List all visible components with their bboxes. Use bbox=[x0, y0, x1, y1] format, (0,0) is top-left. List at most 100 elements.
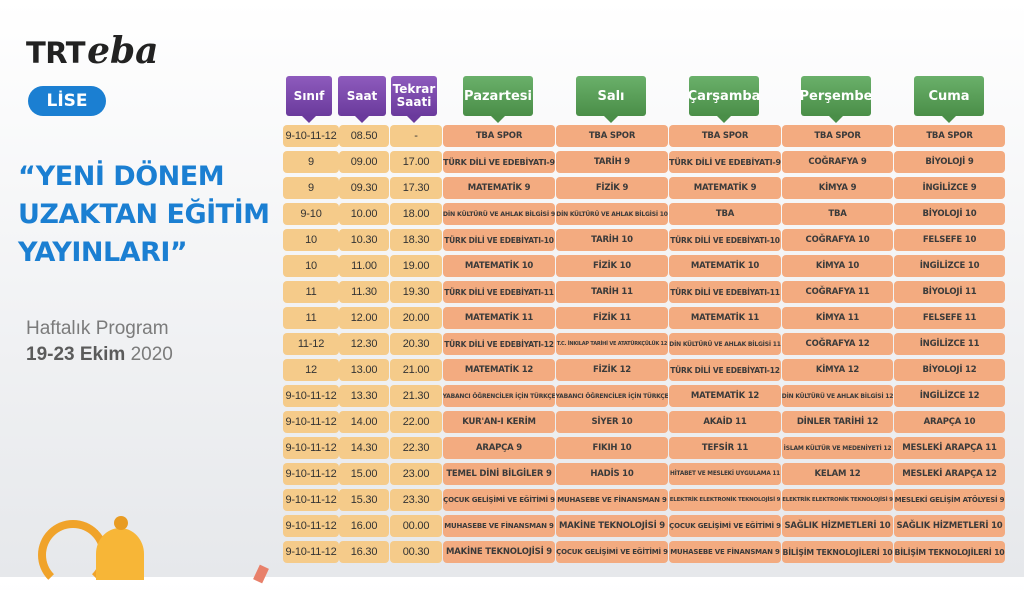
cell-saat: 11.30 bbox=[339, 281, 389, 303]
cell-cuma: BİYOLOJİ 11 bbox=[894, 281, 1005, 303]
cell-tekrar: 22.00 bbox=[390, 411, 442, 433]
cell-sali: T.C. İNKILAP TARİHİ VE ATATÜRKÇÜLÜK 12 bbox=[556, 333, 668, 355]
cell-sali: FIKIH 10 bbox=[556, 437, 668, 459]
cell-saat: 13.30 bbox=[339, 385, 389, 407]
cell-persembe: TBA SPOR bbox=[782, 125, 893, 147]
cell-saat: 12.30 bbox=[339, 333, 389, 355]
cell-sinif: 11 bbox=[283, 307, 339, 329]
column-header-sali: Salı bbox=[576, 76, 646, 123]
cell-saat: 09.30 bbox=[339, 177, 389, 199]
column-header-tekrar-line-2: Saati bbox=[396, 95, 432, 109]
cell-carsamba: TÜRK DİLİ VE EDEBİYATI-11 bbox=[669, 281, 781, 303]
column-header-cuma: Cuma bbox=[914, 76, 984, 123]
cell-carsamba: TÜRK DİLİ VE EDEBİYATI-12 bbox=[669, 359, 781, 381]
cell-sinif: 10 bbox=[283, 255, 339, 277]
cell-saat: 14.30 bbox=[339, 437, 389, 459]
headline-line-1: “YENİ DÖNEM bbox=[18, 161, 225, 192]
cell-pazartesi: MATEMATİK 10 bbox=[443, 255, 555, 277]
cell-sinif: 9-10-11-12 bbox=[283, 437, 339, 459]
cell-persembe: ELEKTRİK ELEKTRONİK TEKNOLOJİSİ 9 bbox=[782, 489, 893, 511]
cell-pazartesi: TBA SPOR bbox=[443, 125, 555, 147]
cell-pazartesi: YABANCI ÖĞRENCİLER İÇİN TÜRKÇE bbox=[443, 385, 555, 407]
cell-persembe: BİLİŞİM TEKNOLOJİLERİ 10 bbox=[782, 541, 893, 563]
cell-sinif: 11-12 bbox=[283, 333, 339, 355]
cell-pazartesi: MUHASEBE VE FİNANSMAN 9 bbox=[443, 515, 555, 537]
cell-sinif: 10 bbox=[283, 229, 339, 251]
cell-carsamba: TÜRK DİLİ VE EDEBİYATI-10 bbox=[669, 229, 781, 251]
cell-saat: 10.00 bbox=[339, 203, 389, 225]
column-header-persembe: Perşembe bbox=[800, 76, 873, 123]
cell-pazartesi: TÜRK DİLİ VE EDEBİYATI-12 bbox=[443, 333, 555, 355]
cell-saat: 12.00 bbox=[339, 307, 389, 329]
table-row: 11 11.30 19.30 TÜRK DİLİ VE EDEBİYATI-11 TAR… bbox=[0, 281, 1024, 303]
decorative-illustration-knob bbox=[114, 516, 128, 530]
cell-saat: 11.00 bbox=[339, 255, 389, 277]
cell-carsamba: TBA SPOR bbox=[669, 125, 781, 147]
cell-pazartesi: TÜRK DİLİ VE EDEBİYATI-10 bbox=[443, 229, 555, 251]
cell-pazartesi: MATEMATİK 11 bbox=[443, 307, 555, 329]
cell-carsamba: AKAİD 11 bbox=[669, 411, 781, 433]
logo-eba-text: eba bbox=[87, 30, 159, 72]
cell-sinif: 9-10-11-12 bbox=[283, 541, 339, 563]
cell-sali: FİZİK 9 bbox=[556, 177, 668, 199]
cell-sali: TARİH 11 bbox=[556, 281, 668, 303]
cell-saat: 14.00 bbox=[339, 411, 389, 433]
cell-persembe: KİMYA 12 bbox=[782, 359, 893, 381]
table-row: 9-10-11-12 15.00 23.00 TEMEL DİNİ BİLGİLER … bbox=[0, 463, 1024, 485]
table-row: 10 11.00 19.00 MATEMATİK 10 FİZİK 10 MATEMATİ… bbox=[0, 255, 1024, 277]
cell-cuma: FELSEFE 11 bbox=[894, 307, 1005, 329]
cell-cuma: BİLİŞİM TEKNOLOJİLERİ 10 bbox=[894, 541, 1005, 563]
table-row: 11-12 12.30 20.30 TÜRK DİLİ VE EDEBİYATI-12… bbox=[0, 333, 1024, 355]
cell-persembe: KİMYA 10 bbox=[782, 255, 893, 277]
cell-sinif: 9-10-11-12 bbox=[283, 385, 339, 407]
cell-cuma: İNGİLİZCE 11 bbox=[894, 333, 1005, 355]
cell-sali: FİZİK 10 bbox=[556, 255, 668, 277]
cell-tekrar: 00.30 bbox=[390, 541, 442, 563]
cell-tekrar: - bbox=[390, 125, 442, 147]
cell-saat: 15.30 bbox=[339, 489, 389, 511]
cell-sinif: 9 bbox=[283, 177, 339, 199]
table-row: 9-10-11-12 08.50- TBA SPOR TBA SPOR TBA SPOR… bbox=[0, 125, 1024, 147]
cell-sinif: 9-10 bbox=[283, 203, 339, 225]
cell-saat: 15.00 bbox=[339, 463, 389, 485]
cell-cuma: BİYOLOJİ 9 bbox=[894, 151, 1005, 173]
cell-tekrar: 00.00 bbox=[390, 515, 442, 537]
decorative-pencil bbox=[253, 564, 269, 584]
table-row: 9-10-11-12 16.00 00.00 MUHASEBE VE FİNANSMA… bbox=[0, 515, 1024, 537]
cell-sali: TARİH 10 bbox=[556, 229, 668, 251]
cell-pazartesi: TÜRK DİLİ VE EDEBİYATI-9 bbox=[443, 151, 555, 173]
column-header-carsamba: Çarşamba bbox=[688, 76, 760, 123]
cell-cuma: BİYOLOJİ 10 bbox=[894, 203, 1005, 225]
cell-carsamba: TÜRK DİLİ VE EDEBİYATI-9 bbox=[669, 151, 781, 173]
table-row: 9-10-11-12 16.30 00.30 MAKİNE TEKNOLOJİSİ 9… bbox=[0, 541, 1024, 563]
cell-tekrar: 17.30 bbox=[390, 177, 442, 199]
level-badge: LİSE bbox=[28, 86, 106, 116]
cell-persembe: KELAM 12 bbox=[782, 463, 893, 485]
column-header-sinif: Sınıf bbox=[286, 76, 332, 123]
cell-cuma: MESLEKİ ARAPÇA 12 bbox=[894, 463, 1005, 485]
cell-pazartesi: MATEMATİK 12 bbox=[443, 359, 555, 381]
table-row: 9-10-11-12 14.00 22.00 KUR'AN-I KERİM SİYER … bbox=[0, 411, 1024, 433]
cell-persembe: COĞRAFYA 11 bbox=[782, 281, 893, 303]
table-row: 9-10 10.00 18.00 DİN KÜLTÜRÜ VE AHLAK BİLGİ… bbox=[0, 203, 1024, 225]
cell-cuma: BİYOLOJİ 12 bbox=[894, 359, 1005, 381]
cell-tekrar: 21.30 bbox=[390, 385, 442, 407]
cell-carsamba: MATEMATİK 9 bbox=[669, 177, 781, 199]
cell-saat: 08.50 bbox=[339, 125, 389, 147]
cell-sali: FİZİK 11 bbox=[556, 307, 668, 329]
cell-tekrar: 20.30 bbox=[390, 333, 442, 355]
column-header-pazartesi: Pazartesi bbox=[463, 76, 533, 123]
cell-tekrar: 18.00 bbox=[390, 203, 442, 225]
column-header-saat: Saat bbox=[338, 76, 386, 123]
cell-sinif: 9-10-11-12 bbox=[283, 411, 339, 433]
program-label: Haftalık Program bbox=[26, 318, 169, 339]
decorative-illustration-body bbox=[96, 528, 144, 580]
cell-sali: YABANCI ÖĞRENCİLER İÇİN TÜRKÇE bbox=[556, 385, 668, 407]
cell-carsamba: MATEMATİK 12 bbox=[669, 385, 781, 407]
cell-sinif: 9-10-11-12 bbox=[283, 489, 339, 511]
logo-trt-text: TRT bbox=[26, 36, 86, 70]
cell-sali: TBA SPOR bbox=[556, 125, 668, 147]
cell-pazartesi: KUR'AN-I KERİM bbox=[443, 411, 555, 433]
cell-cuma: ARAPÇA 10 bbox=[894, 411, 1005, 433]
cell-cuma: SAĞLIK HİZMETLERİ 10 bbox=[894, 515, 1005, 537]
